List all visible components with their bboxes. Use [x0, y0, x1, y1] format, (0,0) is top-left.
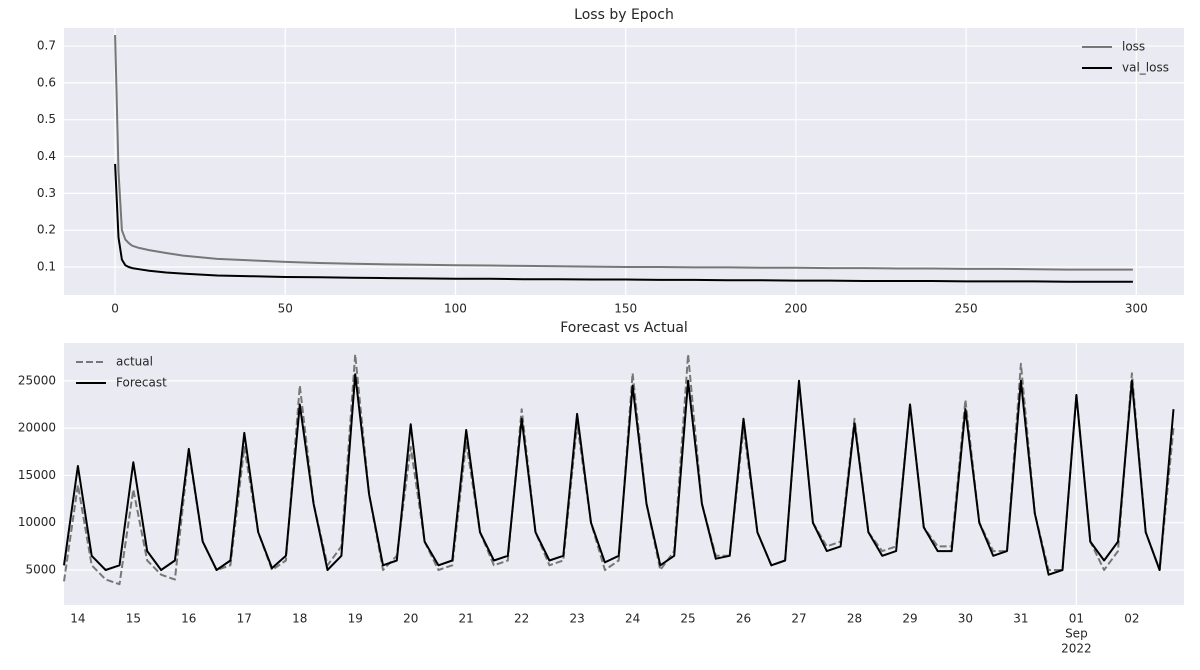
x-tick-label: 18 [292, 612, 307, 626]
y-tick-label: 25000 [18, 373, 56, 387]
x-tick-label: 01 [1069, 612, 1084, 626]
y-tick-label: 0.6 [37, 75, 56, 89]
x-tick-label: 24 [625, 612, 640, 626]
x-tick-label: 17 [237, 612, 252, 626]
plot-area [64, 343, 1184, 605]
y-tick-label: 0.7 [37, 39, 56, 53]
x-tick-label: 20 [403, 612, 418, 626]
x-tick-label: 14 [70, 612, 85, 626]
x-tick-label: 2022 [1061, 642, 1092, 656]
x-tick-label: 21 [459, 612, 474, 626]
series-line [114, 163, 1133, 283]
y-tick-label: 20000 [18, 421, 56, 435]
y-tick-label: 15000 [18, 468, 56, 482]
y-tick-label: 0.4 [37, 149, 56, 163]
x-tick-label: 29 [902, 612, 917, 626]
x-tick-label: 300 [1125, 302, 1148, 316]
chart-title: Forecast vs Actual [560, 320, 688, 336]
x-tick-label: 22 [514, 612, 529, 626]
x-tick-label: 27 [791, 612, 806, 626]
x-tick-label: 02 [1124, 612, 1139, 626]
y-tick-label: 10000 [18, 515, 56, 529]
x-tick-label: 200 [784, 302, 807, 316]
x-tick-label: 0 [111, 302, 119, 316]
x-tick-label: 50 [278, 302, 293, 316]
x-tick-label: 150 [614, 302, 637, 316]
series-line [114, 34, 1133, 271]
chart-title: Loss by Epoch [574, 7, 674, 23]
x-tick-label: 16 [181, 612, 196, 626]
series-line [63, 373, 1175, 576]
plot-area [64, 28, 1184, 295]
x-tick-label: Sep [1065, 627, 1088, 641]
x-tick-label: 19 [348, 612, 363, 626]
x-tick-label: 28 [847, 612, 862, 626]
x-tick-label: 31 [1013, 612, 1028, 626]
legend-label: actual [116, 355, 153, 369]
x-tick-label: 30 [958, 612, 973, 626]
x-tick-label: 25 [680, 612, 695, 626]
x-tick-label: 250 [955, 302, 978, 316]
x-tick-label: 26 [736, 612, 751, 626]
legend-label: val_loss [1122, 61, 1169, 75]
x-tick-label: 23 [569, 612, 584, 626]
series-line [63, 353, 1175, 586]
y-tick-label: 0.5 [37, 112, 56, 126]
y-tick-label: 0.2 [37, 223, 56, 237]
y-tick-label: 0.1 [37, 260, 56, 274]
x-tick-label: 15 [126, 612, 141, 626]
legend-label: Forecast [116, 376, 167, 390]
x-tick-label: 100 [444, 302, 467, 316]
y-tick-label: 0.3 [37, 186, 56, 200]
y-tick-label: 5000 [25, 563, 56, 577]
legend-label: loss [1122, 40, 1145, 54]
